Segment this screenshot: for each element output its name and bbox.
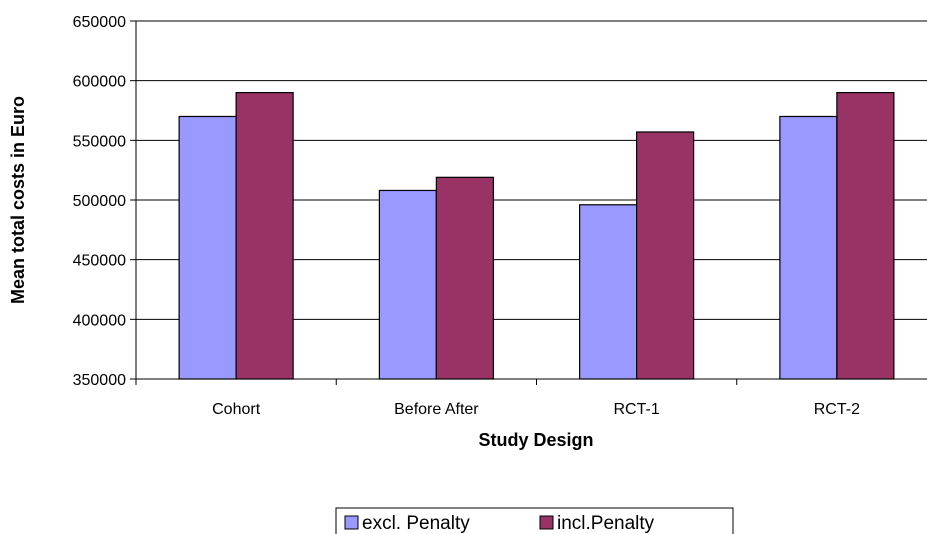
bar-excl-penalty — [579, 204, 638, 380]
y-tick-label: 550000 — [73, 133, 126, 150]
x-tick-label: Cohort — [212, 401, 261, 418]
x-axis-ticks: Cohort Before After RCT-1 RCT-2 — [135, 379, 860, 418]
legend-label-incl-penalty: incl.Penalty — [557, 513, 655, 534]
y-tick-label: 450000 — [73, 253, 126, 270]
bars — [178, 91, 895, 380]
y-tick-label: 600000 — [73, 74, 126, 91]
y-tick-label: 400000 — [73, 312, 126, 329]
legend-box — [335, 507, 734, 534]
legend-swatch-excl-penalty — [344, 515, 359, 530]
y-axis-title: Mean total costs in Euro — [8, 96, 28, 304]
x-tick-label: Before After — [394, 401, 479, 418]
legend-swatch-incl-penalty — [539, 515, 554, 530]
y-tick-label: 350000 — [73, 372, 126, 389]
bar-excl-penalty — [178, 115, 237, 380]
y-axis-ticks: 350000 400000 450000 500000 550000 600000 6500… — [73, 14, 136, 389]
y-tick-label: 500000 — [73, 193, 126, 210]
bar-incl-penalty — [836, 91, 895, 380]
bar-incl-penalty — [235, 91, 294, 380]
bar-incl-penalty — [435, 176, 494, 380]
legend-label-excl-penalty: excl. Penalty — [362, 513, 470, 534]
x-tick-label: RCT-2 — [814, 401, 860, 418]
bar-incl-penalty — [636, 131, 695, 380]
legend: excl. Penalty incl.Penalty — [335, 507, 734, 534]
y-tick-label: 650000 — [73, 14, 126, 31]
x-tick-label: RCT-1 — [614, 401, 660, 418]
bar-excl-penalty — [779, 115, 838, 380]
bar-excl-penalty — [378, 189, 437, 380]
x-axis-title: Study Design — [478, 430, 593, 450]
